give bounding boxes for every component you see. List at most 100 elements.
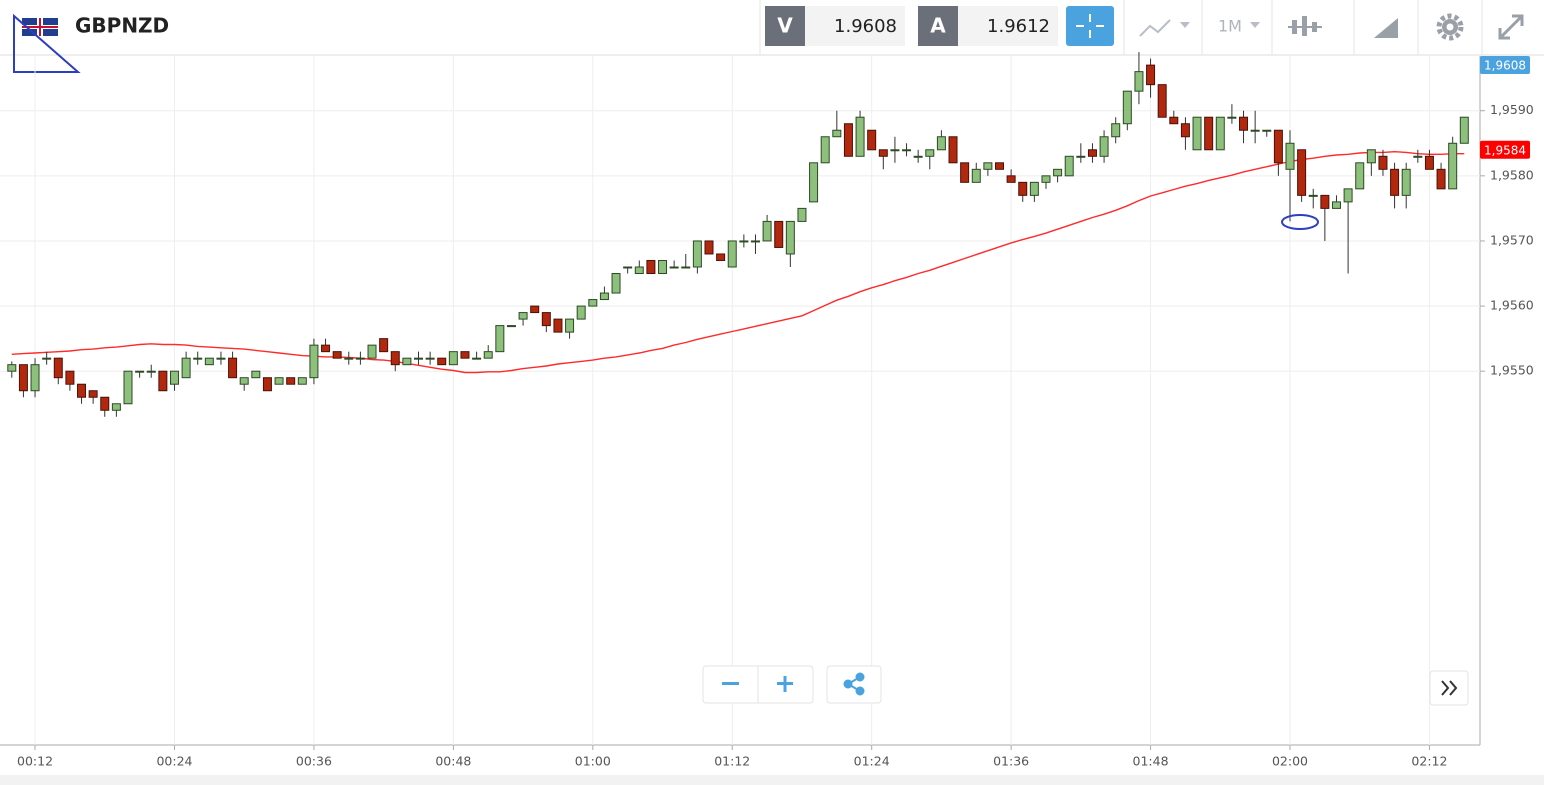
candle-body (553, 318, 563, 333)
candle-body (251, 370, 261, 379)
symbol: GBPNZD (75, 14, 169, 38)
candle-body (390, 351, 400, 366)
candle-body (146, 370, 156, 373)
candle-body (65, 370, 75, 385)
candle-body (890, 149, 900, 152)
settings-button[interactable] (1436, 13, 1464, 41)
crosshair-button[interactable] (1066, 6, 1114, 46)
candle-body (402, 357, 412, 366)
candle-body (77, 383, 87, 398)
candle-body (321, 344, 331, 353)
zoom-in-button[interactable] (777, 676, 793, 692)
bottom-strip (0, 775, 1544, 785)
candle-body (1041, 175, 1051, 183)
sell-price-box[interactable] (805, 6, 905, 46)
candle-body (658, 259, 668, 275)
candle-body (855, 116, 865, 157)
candle-body (460, 351, 470, 359)
candle-body (53, 357, 63, 379)
sell-button[interactable] (765, 6, 805, 46)
candle-body (1250, 129, 1260, 132)
candle-body (262, 377, 272, 392)
candle-body (274, 377, 284, 385)
candle-body (1262, 129, 1272, 132)
candle-body (483, 351, 493, 359)
chart-type-button[interactable] (1139, 19, 1190, 37)
timeframe[interactable]: 1M (1218, 17, 1242, 36)
candle-body (1413, 155, 1423, 158)
candles-layer (7, 52, 1469, 417)
candle-body (983, 162, 993, 170)
zoom-out-button[interactable] (722, 682, 739, 685)
candle-body (135, 370, 145, 373)
y-tick-label: 1,9550 (1490, 363, 1534, 378)
share-button[interactable] (843, 672, 865, 696)
share-box (826, 665, 882, 704)
candle-body (576, 305, 586, 320)
candle-body (30, 364, 40, 392)
x-tick-label: 02:12 (1411, 754, 1447, 769)
candle-body (948, 136, 958, 164)
x-tick-label: 00:12 (17, 754, 53, 769)
candle-body (1355, 162, 1365, 190)
sell-price: 1.9608 (834, 16, 897, 37)
candle-body (204, 357, 214, 366)
price-badge (1480, 140, 1530, 159)
draw-tool-button[interactable] (1374, 18, 1398, 38)
buy-price-box[interactable] (958, 6, 1058, 46)
candle-body (867, 129, 877, 151)
candle-body (995, 162, 1004, 170)
candle-body (727, 240, 737, 268)
y-tick-label: 1,9580 (1490, 167, 1534, 182)
price-badge-label: 1,9584 (1484, 143, 1526, 157)
candle-body (1331, 201, 1341, 209)
candle-body (123, 370, 133, 405)
candle-body (355, 357, 365, 360)
price-badge (1480, 56, 1530, 74)
candle-body (239, 377, 249, 385)
buy-price: 1.9612 (987, 16, 1050, 37)
candle-body (750, 240, 760, 243)
candle-body (414, 357, 423, 360)
candle-body (785, 220, 795, 255)
candle-body (1192, 116, 1202, 151)
candle-body (100, 396, 110, 411)
sell-label: V (777, 14, 793, 38)
price-badge-label: 1,9608 (1484, 59, 1526, 73)
candle-body (1204, 116, 1214, 151)
candle-body (541, 312, 551, 327)
candle-body (286, 377, 296, 385)
candle-body (1401, 168, 1411, 196)
candle-body (1157, 84, 1167, 118)
candle-body (18, 364, 28, 392)
candle-body (1436, 168, 1446, 190)
candle-body (1297, 149, 1307, 196)
candle-body (902, 149, 912, 152)
candle-body (913, 155, 923, 158)
candle-body (7, 364, 17, 372)
x-tick-label: 01:12 (714, 754, 750, 769)
candle-body (565, 318, 575, 333)
candle-body (111, 403, 121, 411)
candle-body (634, 266, 644, 275)
candle-body (774, 220, 784, 248)
candle-body (332, 351, 342, 359)
candle-body (158, 370, 168, 392)
candle-body (599, 292, 609, 301)
candle-body (820, 136, 830, 164)
candle-body (623, 266, 633, 269)
candle-body (1029, 181, 1039, 196)
candle-body (1459, 116, 1469, 144)
candle-body (1366, 149, 1376, 164)
candle-body (437, 357, 447, 366)
candle-body (1378, 155, 1388, 170)
candle-body (181, 357, 191, 379)
fullscreen-button[interactable] (1498, 14, 1524, 40)
candle-style-button[interactable] (1288, 16, 1322, 36)
buy-button[interactable] (918, 6, 958, 46)
candle-body (669, 266, 679, 269)
candle-body (1273, 129, 1283, 164)
x-tick-label: 01:48 (1133, 754, 1169, 769)
